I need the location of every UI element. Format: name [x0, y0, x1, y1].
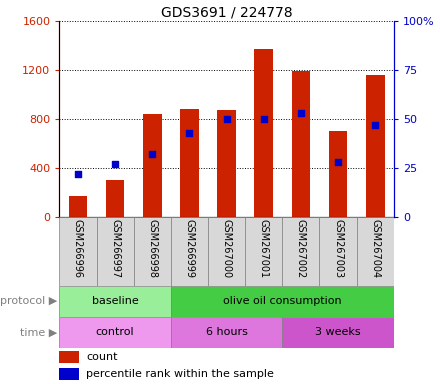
Point: [260, 116, 267, 122]
Point: [149, 151, 156, 157]
Bar: [217, 111, 236, 217]
Bar: [59, 217, 96, 286]
Text: GSM267000: GSM267000: [222, 219, 231, 278]
Bar: [143, 114, 161, 217]
Bar: [106, 180, 125, 217]
Text: baseline: baseline: [92, 296, 139, 306]
Title: GDS3691 / 224778: GDS3691 / 224778: [161, 6, 293, 20]
Bar: [245, 217, 282, 286]
Point: [297, 110, 304, 116]
Text: GSM266999: GSM266999: [184, 219, 194, 278]
Text: GSM267002: GSM267002: [296, 219, 306, 278]
Bar: [282, 317, 394, 348]
Text: 6 hours: 6 hours: [205, 327, 248, 337]
Bar: [171, 217, 208, 286]
Point: [112, 161, 119, 167]
Text: olive oil consumption: olive oil consumption: [223, 296, 341, 306]
Bar: [180, 109, 199, 217]
Bar: [171, 317, 282, 348]
Text: percentile rank within the sample: percentile rank within the sample: [86, 369, 274, 379]
Bar: [171, 286, 394, 317]
Text: count: count: [86, 352, 117, 362]
Text: GSM267004: GSM267004: [370, 219, 380, 278]
Bar: [59, 317, 171, 348]
Text: GSM267001: GSM267001: [259, 219, 269, 278]
Bar: [208, 217, 245, 286]
Bar: [319, 217, 357, 286]
Bar: [96, 217, 134, 286]
Bar: [357, 217, 394, 286]
Point: [334, 159, 341, 165]
Bar: [282, 217, 319, 286]
Bar: [134, 217, 171, 286]
Point: [74, 171, 81, 177]
Text: 3 weeks: 3 weeks: [315, 327, 361, 337]
Bar: [329, 131, 347, 217]
Text: GSM266996: GSM266996: [73, 219, 83, 278]
Bar: [254, 49, 273, 217]
Point: [372, 122, 379, 128]
Text: GSM267003: GSM267003: [333, 219, 343, 278]
Text: time ▶: time ▶: [20, 327, 57, 337]
Text: GSM266998: GSM266998: [147, 219, 157, 278]
Bar: [59, 351, 80, 363]
Text: GSM266997: GSM266997: [110, 219, 120, 278]
Text: protocol ▶: protocol ▶: [0, 296, 57, 306]
Bar: [292, 71, 310, 217]
Bar: [366, 75, 385, 217]
Bar: [59, 368, 80, 380]
Point: [186, 130, 193, 136]
Point: [223, 116, 230, 122]
Text: control: control: [96, 327, 135, 337]
Bar: [59, 286, 171, 317]
Bar: [69, 195, 87, 217]
